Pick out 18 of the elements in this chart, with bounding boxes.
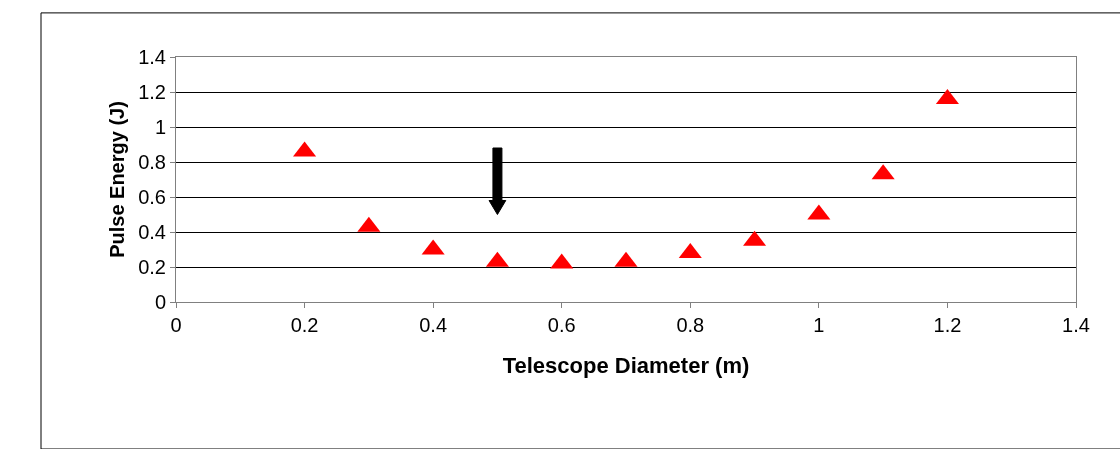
y-tick-label: 0 <box>154 291 166 313</box>
y-tick-label: 0.2 <box>138 256 166 278</box>
x-tick-label: 0.2 <box>290 314 319 336</box>
y-tick-label: 0.6 <box>138 186 166 208</box>
x-tick-label: 0.8 <box>676 314 705 336</box>
x-tick-label: 1.4 <box>1062 314 1090 336</box>
y-tick-label: 1.4 <box>138 46 166 68</box>
x-tick-label: 0 <box>170 314 182 336</box>
x-tick-label: 0.4 <box>419 314 448 336</box>
y-tick-label: 0.8 <box>138 151 166 173</box>
x-tick-label: 1 <box>813 314 825 336</box>
y-tick-label: 0.4 <box>138 221 166 243</box>
x-tick-label: 0.6 <box>547 314 576 336</box>
y-tick-label: 1.2 <box>138 81 166 103</box>
y-tick-label: 1 <box>154 116 166 138</box>
x-tick-label: 1.2 <box>933 314 962 336</box>
y-axis-title: Pulse Energy (J) <box>105 101 128 258</box>
x-axis-title: Telescope Diameter (m) <box>502 352 750 378</box>
